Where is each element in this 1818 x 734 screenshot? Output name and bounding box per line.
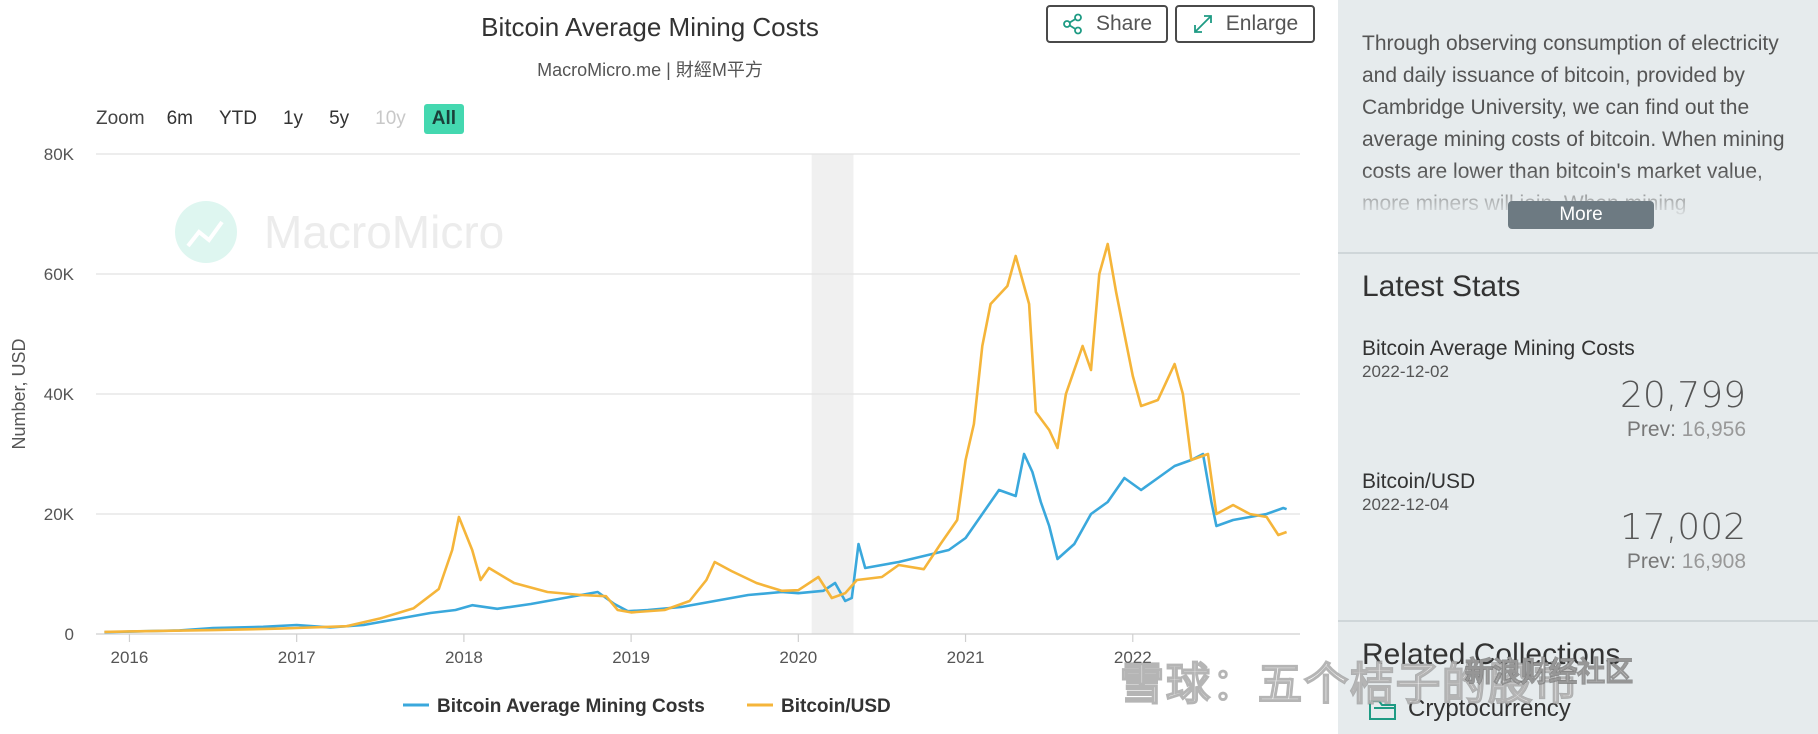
folder-icon	[1369, 700, 1396, 720]
chart-title: Bitcoin Average Mining Costs	[481, 12, 819, 42]
series-line-mining-costs	[104, 452, 1288, 634]
side-panel: Through observing consumption of electri…	[1338, 0, 1818, 734]
expand-icon	[1193, 15, 1212, 33]
legend-label: Bitcoin/USD	[781, 696, 891, 717]
x-tick-label: 2021	[947, 648, 985, 667]
stat-prev-btc: Prev: 16,908	[1627, 550, 1746, 574]
stat-date-btc: 2022-12-04	[1362, 495, 1449, 514]
share-icon	[1063, 13, 1082, 35]
enlarge-button[interactable]: Enlarge	[1175, 5, 1315, 43]
zoom-5y-button[interactable]: 5y	[329, 108, 350, 129]
x-tick-label: 2019	[612, 648, 650, 667]
watermark-logo-mark	[186, 220, 224, 248]
y-tick-label: 40K	[44, 385, 75, 404]
share-button[interactable]: Share	[1046, 5, 1168, 43]
stat-prev-mining: Prev: 16,956	[1627, 418, 1746, 442]
y-axis-label: Number, USD	[9, 338, 29, 449]
stat-prev-value: 16,908	[1681, 550, 1746, 573]
zoom-bar: Zoom 6m YTD 1y 5y 10y All	[96, 104, 474, 134]
chart-panel: 0 20K 40K 60K 80K MacroMicro 2016 2017 2018 2019 2…	[9, 5, 1315, 717]
y-tick-label: 0	[65, 625, 74, 644]
y-tick-label: 80K	[44, 145, 75, 164]
related-collections-heading: Related Collections	[1362, 638, 1621, 671]
x-tick-label: 2018	[445, 648, 483, 667]
stat-name-btc: Bitcoin/USD	[1362, 470, 1476, 493]
latest-stats-heading: Latest Stats	[1362, 270, 1521, 303]
stat-prev-label: Prev:	[1626, 550, 1676, 573]
zoom-ytd-button[interactable]: YTD	[218, 108, 257, 129]
x-tick-label: 2022	[1114, 648, 1152, 667]
zoom-6m-button[interactable]: 6m	[166, 108, 193, 129]
chart-subtitle: MacroMicro.me | 財經M平方	[537, 60, 763, 80]
stat-prev-value: 16,956	[1681, 418, 1746, 441]
series-line-bitcoin-usd	[104, 242, 1288, 634]
x-tick-label: 2017	[278, 648, 316, 667]
share-label: Share	[1095, 12, 1153, 35]
related-item-cryptocurrency[interactable]: Cryptocurrency	[1368, 695, 1571, 723]
description-box: Through observing consumption of electri…	[1338, 0, 1818, 254]
related-item-label: Cryptocurrency	[1408, 695, 1571, 722]
watermark-text: MacroMicro	[264, 206, 504, 258]
zoom-1y-button[interactable]: 1y	[282, 108, 304, 129]
x-tick-label: 2016	[111, 648, 149, 667]
zoom-10y-button[interactable]: 10y	[375, 108, 406, 129]
stat-name-mining: Bitcoin Average Mining Costs	[1362, 337, 1635, 360]
y-tick-label: 20K	[44, 505, 75, 524]
y-tick-label: 60K	[44, 265, 75, 284]
more-button[interactable]: More	[1508, 201, 1654, 229]
stat-value-mining: 20,799	[1620, 375, 1746, 416]
stat-prev-label: Prev:	[1626, 418, 1676, 441]
enlarge-label: Enlarge	[1225, 12, 1299, 35]
watermark-logo-icon	[175, 201, 237, 263]
zoom-all-button[interactable]: All	[423, 104, 465, 134]
stat-date-mining: 2022-12-02	[1362, 362, 1449, 381]
stat-value-btc: 17,002	[1620, 507, 1746, 548]
chart-svg: 0 20K 40K 60K 80K MacroMicro 2016 2017 2018 2019 2…	[9, 145, 1300, 717]
related-separator	[1338, 620, 1818, 622]
zoom-label: Zoom	[96, 108, 145, 129]
legend-label: Bitcoin Average Mining Costs	[437, 696, 705, 717]
x-tick-label: 2020	[779, 648, 817, 667]
